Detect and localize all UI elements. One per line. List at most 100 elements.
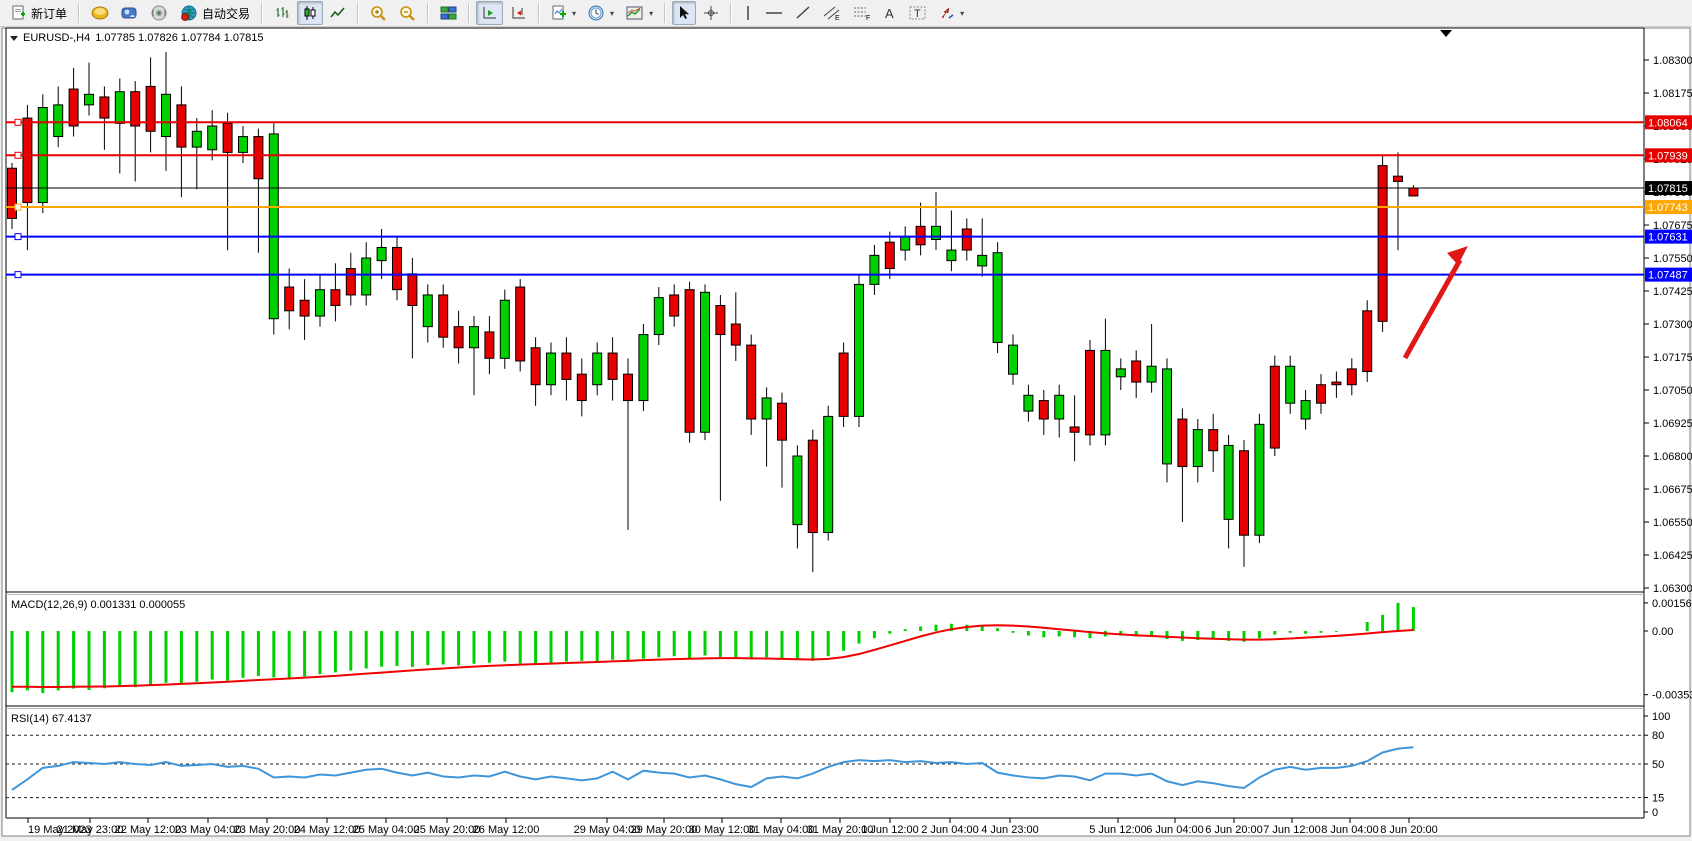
time-tick-label: 8 Jun 20:00 xyxy=(1380,824,1438,836)
svg-text:T: T xyxy=(914,8,921,20)
level-line-handle xyxy=(14,271,22,279)
line-chart-button[interactable] xyxy=(325,1,351,25)
candlesticks xyxy=(7,52,1419,573)
text-button[interactable]: A xyxy=(878,1,902,25)
auto-scroll-button[interactable] xyxy=(476,1,504,25)
chart-shift-marker xyxy=(1440,30,1452,37)
toolbar-separator xyxy=(538,3,541,23)
periods-button[interactable]: ▾ xyxy=(583,1,619,25)
new-order-button[interactable]: 新订单 xyxy=(6,1,72,25)
horizontal-line-button[interactable] xyxy=(760,1,788,25)
time-tick-label: 31 May 20:00 xyxy=(807,824,874,836)
toolbar-separator xyxy=(664,3,667,23)
tile-windows-button[interactable] xyxy=(435,1,462,25)
current-price-badge-text: 1.07815 xyxy=(1648,183,1688,195)
price-tick-label: 1.06300 xyxy=(1653,583,1692,595)
time-tick-label: 8 Jun 04:00 xyxy=(1321,824,1379,836)
mql5-community-icon xyxy=(121,7,137,19)
time-tick-label: 6 Jun 04:00 xyxy=(1146,824,1204,836)
chart-window-frame xyxy=(1,27,1691,837)
time-tick-label: 30 May 12:00 xyxy=(689,824,756,836)
toolbar: 新订单 自动交易 ▾ ▾ xyxy=(0,0,1692,27)
horizontal-line-icon xyxy=(766,12,783,14)
level-line-handle xyxy=(14,118,22,126)
signals-button[interactable] xyxy=(145,1,173,25)
chart-shift-button[interactable] xyxy=(505,1,532,25)
svg-text:E: E xyxy=(835,15,840,21)
time-tick-label: 5 Jun 12:00 xyxy=(1089,824,1147,836)
text-label-button[interactable]: T xyxy=(904,1,932,25)
crosshair-button[interactable] xyxy=(698,1,724,25)
vertical-line-icon xyxy=(747,6,749,20)
time-tick-label: 23 May 04:00 xyxy=(175,824,242,836)
auto-scroll-icon xyxy=(483,7,497,19)
time-tick-label: 26 May 12:00 xyxy=(473,824,540,836)
price-tick-label: 1.08175 xyxy=(1653,88,1692,100)
fibonacci-button[interactable]: F xyxy=(848,1,876,25)
level-line-handle xyxy=(14,233,22,241)
zoom-in-button[interactable] xyxy=(365,1,392,25)
coin-button[interactable] xyxy=(86,1,114,25)
templates-button[interactable]: ▾ xyxy=(621,1,658,25)
price-level-badge-text: 1.07631 xyxy=(1648,232,1688,244)
time-tick-label: 25 May 20:00 xyxy=(414,824,481,836)
toolbar-separator xyxy=(78,3,81,23)
time-tick-label: 1 Jun 12:00 xyxy=(861,824,919,836)
price-tick-label: 1.07050 xyxy=(1653,385,1692,397)
price-level-badge-text: 1.07487 xyxy=(1648,270,1688,282)
chevron-down-icon: ▾ xyxy=(572,8,577,18)
cursor-button[interactable] xyxy=(672,1,697,25)
zoom-out-button[interactable] xyxy=(394,1,421,25)
toolbar-separator xyxy=(261,3,264,23)
time-tick-label: 19 May 2023 xyxy=(28,824,92,836)
vertical-line-button[interactable] xyxy=(738,1,758,25)
panel-frames xyxy=(5,27,1645,819)
rsi-axis-label: 15 xyxy=(1652,793,1664,805)
macd-label: MACD(12,26,9) 0.001331 0.000055 xyxy=(11,599,185,611)
trendline-button[interactable] xyxy=(790,1,816,25)
price-tick-label: 1.06675 xyxy=(1653,484,1692,496)
price-tick-label: 1.06800 xyxy=(1653,451,1692,463)
mql5-community-button[interactable] xyxy=(116,1,143,25)
equidistant-channel-button[interactable]: E xyxy=(818,1,846,25)
templates-icon xyxy=(626,6,643,20)
macd-axis-label: -0.003536 xyxy=(1652,690,1692,702)
candlestick-chart-button[interactable] xyxy=(297,1,324,25)
bar-chart-button[interactable] xyxy=(269,1,295,25)
auto-trading-icon xyxy=(181,5,197,21)
chart-menu-icon[interactable] xyxy=(10,35,18,41)
text-label-icon: T xyxy=(909,6,926,20)
tile-windows-icon xyxy=(440,6,457,20)
svg-text:A: A xyxy=(885,6,894,21)
bar-chart-icon xyxy=(276,7,289,18)
price-tick-label: 1.07675 xyxy=(1653,220,1692,232)
arrows-icon xyxy=(941,7,954,19)
toolbar-separator xyxy=(730,3,733,23)
chart-title-bar: EURUSD-,H4 1.07785 1.07826 1.07784 1.078… xyxy=(10,32,263,44)
cursor-icon xyxy=(680,6,690,19)
chevron-down-icon: ▾ xyxy=(649,8,654,18)
signals-icon xyxy=(151,5,167,21)
text-icon: A xyxy=(885,6,894,21)
toolbar-separator xyxy=(427,3,430,23)
price-level-badge-text: 1.07939 xyxy=(1648,150,1688,162)
price-tick-label: 1.07300 xyxy=(1653,319,1692,331)
time-tick-label: 6 Jun 20:00 xyxy=(1205,824,1263,836)
price-tick-label: 1.08300 xyxy=(1653,55,1692,67)
new-order-icon xyxy=(12,5,25,20)
time-tick-label: 2 Jun 04:00 xyxy=(921,824,979,836)
time-tick-label: 29 May 20:00 xyxy=(631,824,698,836)
arrows-button[interactable]: ▾ xyxy=(934,1,969,25)
toolbar-separator xyxy=(357,3,360,23)
auto-trading-button[interactable]: 自动交易 xyxy=(175,1,255,25)
current-price-badge xyxy=(1645,181,1692,196)
indicators-button[interactable]: ▾ xyxy=(546,1,581,25)
rsi-axis-label: 80 xyxy=(1652,730,1664,742)
equidistant-channel-icon: E xyxy=(823,6,840,21)
line-chart-icon xyxy=(330,7,345,18)
coin-icon xyxy=(91,6,109,20)
svg-text:F: F xyxy=(866,15,870,21)
rsi-axis-label: 0 xyxy=(1652,807,1658,819)
